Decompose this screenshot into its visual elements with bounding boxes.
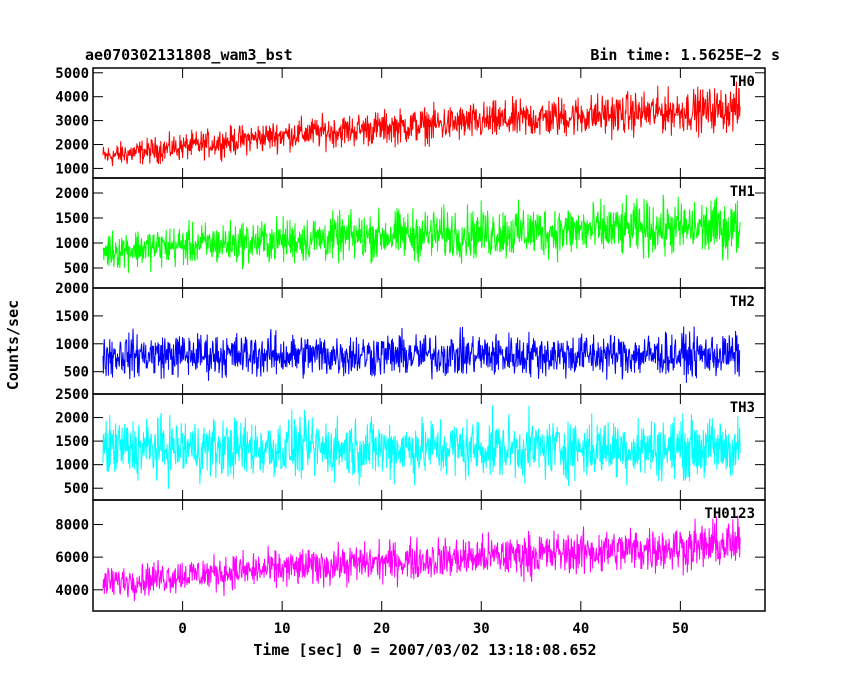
x-axis-label: Time [sec] 0 = 2007/03/02 13:18:08.652 — [253, 641, 596, 659]
y-tick-label: 1000 — [55, 161, 89, 177]
x-tick-label: 20 — [373, 621, 390, 637]
bin-time-label: Bin time: 1.5625E−2 s — [590, 46, 780, 64]
x-tick-label: 40 — [572, 621, 589, 637]
y-tick-label: 3000 — [55, 114, 89, 130]
y-tick-label: 2500 — [55, 387, 89, 403]
y-tick-label: 8000 — [55, 517, 89, 533]
y-tick-label: 1500 — [55, 211, 89, 227]
panel-label: TH0 — [730, 74, 755, 90]
series-line-th0 — [102, 81, 741, 167]
panel-th0123: 4000 6000 8000 TH0123 — [55, 499, 766, 612]
panel-th0: 1000 2000 3000 4000 5000 TH0 — [55, 66, 766, 179]
y-tick-label: 1500 — [55, 309, 89, 325]
y-tick-label: 1500 — [55, 434, 89, 450]
y-tick-label: 4000 — [55, 90, 89, 106]
panel-frame — [92, 287, 766, 395]
panel-th3: 500 1000 1500 2000 2500 TH3 — [55, 387, 766, 501]
x-tick-label: 10 — [274, 621, 291, 637]
y-tick-label: 1000 — [55, 458, 89, 474]
y-tick-label: 500 — [64, 365, 89, 381]
panel-label: TH0123 — [704, 506, 755, 522]
y-tick-label: 500 — [64, 481, 89, 497]
y-tick-label: 2000 — [55, 281, 89, 297]
series-line-th3 — [102, 405, 741, 489]
y-tick-label: 2000 — [55, 138, 89, 154]
y-tick-label: 6000 — [55, 550, 89, 566]
y-tick-label: 500 — [64, 261, 89, 277]
panel-th1: 500 1000 1500 2000 TH1 — [55, 177, 766, 289]
series-line-th2 — [102, 326, 741, 383]
y-tick-label: 2000 — [55, 411, 89, 427]
x-tick-label: 0 — [178, 621, 186, 637]
panel-label: TH2 — [730, 294, 755, 310]
chart-title: ae070302131808_wam3_bst — [85, 46, 293, 64]
x-tick-label: 50 — [672, 621, 689, 637]
y-tick-label: 4000 — [55, 583, 89, 599]
y-axis-label: Counts/sec — [4, 300, 22, 390]
panel-th2: 500 1000 1500 2000 TH2 — [55, 281, 766, 395]
panel-label: TH3 — [730, 400, 755, 416]
panel-frame — [92, 499, 766, 612]
y-tick-label: 2000 — [55, 186, 89, 202]
panel-label: TH1 — [730, 184, 755, 200]
y-tick-label: 5000 — [55, 66, 89, 82]
y-tick-label: 1000 — [55, 236, 89, 252]
series-line-th0123 — [102, 515, 741, 602]
series-line-th1 — [102, 194, 741, 273]
x-tick-label: 30 — [473, 621, 490, 637]
y-tick-label: 1000 — [55, 337, 89, 353]
